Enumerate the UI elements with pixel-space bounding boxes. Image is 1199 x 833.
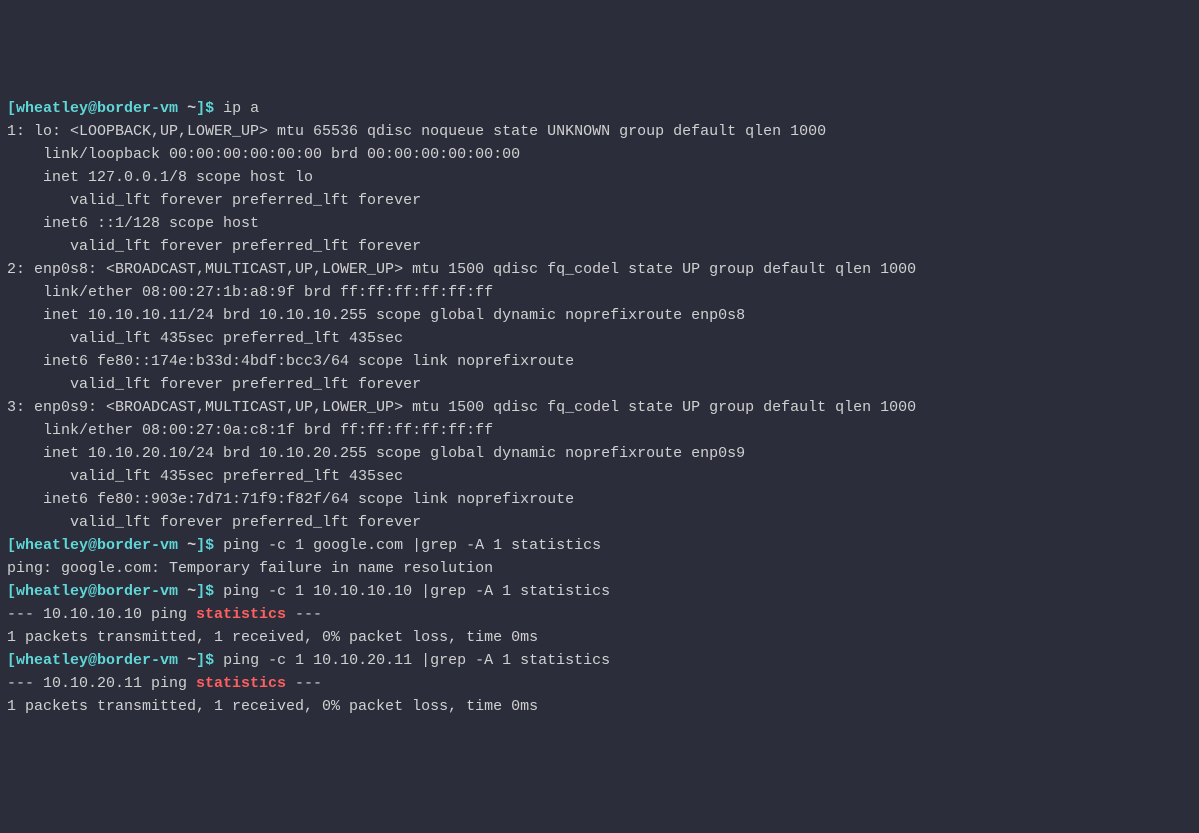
shell-prompt: [wheatley@border-vm ~]$ — [7, 652, 223, 669]
output-line: link/ether 08:00:27:1b:a8:9f brd ff:ff:f… — [7, 281, 1192, 304]
prompt-open-bracket: [ — [7, 583, 16, 600]
command-line: [wheatley@border-vm ~]$ ping -c 1 google… — [7, 534, 1192, 557]
output-text: --- — [286, 606, 322, 623]
prompt-user: wheatley — [16, 100, 88, 117]
prompt-dollar: $ — [205, 583, 223, 600]
output-line: inet 10.10.20.10/24 brd 10.10.20.255 sco… — [7, 442, 1192, 465]
output-line: valid_lft forever preferred_lft forever — [7, 373, 1192, 396]
prompt-user: wheatley — [16, 652, 88, 669]
command-text: ping -c 1 10.10.10.10 |grep -A 1 statist… — [223, 583, 610, 600]
prompt-open-bracket: [ — [7, 652, 16, 669]
output-text: --- — [286, 675, 322, 692]
shell-prompt: [wheatley@border-vm ~]$ — [7, 537, 223, 554]
output-line: 1 packets transmitted, 1 received, 0% pa… — [7, 695, 1192, 718]
prompt-host: border-vm — [97, 537, 178, 554]
prompt-user: wheatley — [16, 537, 88, 554]
output-line: ping: google.com: Temporary failure in n… — [7, 557, 1192, 580]
output-line: inet 10.10.10.11/24 brd 10.10.10.255 sco… — [7, 304, 1192, 327]
output-line: --- 10.10.20.11 ping statistics --- — [7, 672, 1192, 695]
prompt-host: border-vm — [97, 583, 178, 600]
prompt-cwd: ~ — [178, 100, 196, 117]
prompt-cwd: ~ — [178, 583, 196, 600]
command-line: [wheatley@border-vm ~]$ ip a — [7, 97, 1192, 120]
output-line: 3: enp0s9: <BROADCAST,MULTICAST,UP,LOWER… — [7, 396, 1192, 419]
grep-match: statistics — [196, 675, 286, 692]
prompt-dollar: $ — [205, 537, 223, 554]
output-line: valid_lft forever preferred_lft forever — [7, 189, 1192, 212]
prompt-close-bracket: ] — [196, 537, 205, 554]
command-text: ping -c 1 google.com |grep -A 1 statisti… — [223, 537, 601, 554]
output-text: --- 10.10.10.10 ping — [7, 606, 196, 623]
prompt-dollar: $ — [205, 652, 223, 669]
prompt-host: border-vm — [97, 100, 178, 117]
output-line: valid_lft 435sec preferred_lft 435sec — [7, 465, 1192, 488]
output-line: link/ether 08:00:27:0a:c8:1f brd ff:ff:f… — [7, 419, 1192, 442]
prompt-at: @ — [88, 100, 97, 117]
output-text: --- 10.10.20.11 ping — [7, 675, 196, 692]
prompt-at: @ — [88, 583, 97, 600]
output-line: 2: enp0s8: <BROADCAST,MULTICAST,UP,LOWER… — [7, 258, 1192, 281]
terminal-window[interactable]: [wheatley@border-vm ~]$ ip a1: lo: <LOOP… — [7, 97, 1192, 718]
command-line: [wheatley@border-vm ~]$ ping -c 1 10.10.… — [7, 649, 1192, 672]
prompt-dollar: $ — [205, 100, 223, 117]
prompt-open-bracket: [ — [7, 100, 16, 117]
output-line: inet 127.0.0.1/8 scope host lo — [7, 166, 1192, 189]
command-line: [wheatley@border-vm ~]$ ping -c 1 10.10.… — [7, 580, 1192, 603]
shell-prompt: [wheatley@border-vm ~]$ — [7, 100, 223, 117]
prompt-close-bracket: ] — [196, 100, 205, 117]
prompt-host: border-vm — [97, 652, 178, 669]
prompt-close-bracket: ] — [196, 583, 205, 600]
output-line: inet6 ::1/128 scope host — [7, 212, 1192, 235]
output-text: 1 packets transmitted, 1 received, 0% pa… — [7, 698, 538, 715]
prompt-at: @ — [88, 537, 97, 554]
prompt-cwd: ~ — [178, 652, 196, 669]
grep-match: statistics — [196, 606, 286, 623]
output-line: 1 packets transmitted, 1 received, 0% pa… — [7, 626, 1192, 649]
command-text: ping -c 1 10.10.20.11 |grep -A 1 statist… — [223, 652, 610, 669]
prompt-at: @ — [88, 652, 97, 669]
output-text: 1 packets transmitted, 1 received, 0% pa… — [7, 629, 538, 646]
prompt-user: wheatley — [16, 583, 88, 600]
output-line: inet6 fe80::903e:7d71:71f9:f82f/64 scope… — [7, 488, 1192, 511]
prompt-cwd: ~ — [178, 537, 196, 554]
shell-prompt: [wheatley@border-vm ~]$ — [7, 583, 223, 600]
output-line: 1: lo: <LOOPBACK,UP,LOWER_UP> mtu 65536 … — [7, 120, 1192, 143]
output-line: link/loopback 00:00:00:00:00:00 brd 00:0… — [7, 143, 1192, 166]
output-line: valid_lft 435sec preferred_lft 435sec — [7, 327, 1192, 350]
output-line: inet6 fe80::174e:b33d:4bdf:bcc3/64 scope… — [7, 350, 1192, 373]
prompt-close-bracket: ] — [196, 652, 205, 669]
output-line: valid_lft forever preferred_lft forever — [7, 511, 1192, 534]
command-text: ip a — [223, 100, 259, 117]
prompt-open-bracket: [ — [7, 537, 16, 554]
output-line: valid_lft forever preferred_lft forever — [7, 235, 1192, 258]
